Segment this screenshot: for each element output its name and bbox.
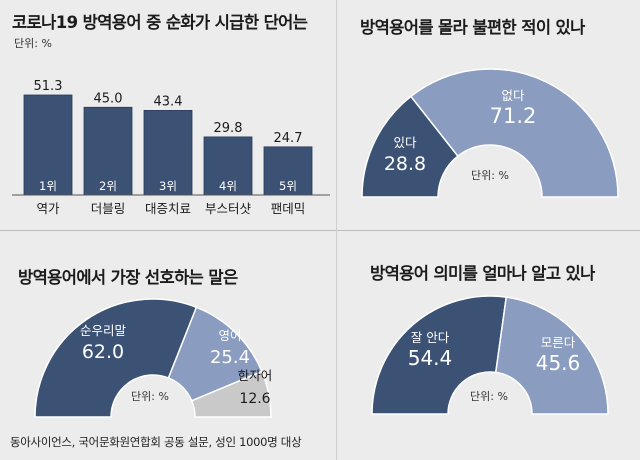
- vertical-divider: [336, 0, 337, 460]
- bar: [263, 146, 313, 196]
- bar-value-label: 43.4: [154, 94, 183, 109]
- bar-rank-label: 3위: [159, 179, 177, 193]
- donut-slice-value: 54.4: [408, 346, 453, 370]
- donut-slice-value: 28.8: [384, 153, 426, 175]
- source-footnote: 동아사이언스, 국어문화원연합회 공동 설문, 성인 1000명 대상: [10, 435, 302, 449]
- donut-slice: [409, 68, 619, 198]
- donut-1-title: 방역용어를 몰라 불편한 적이 있나: [360, 18, 585, 37]
- bar-rank-label: 2위: [99, 179, 117, 193]
- bar-chart-title: 코로나19 방역용어 중 순화가 시급한 단어는: [12, 13, 308, 32]
- bar: [203, 136, 253, 196]
- bar: [23, 94, 73, 196]
- bar-rank-label: 4위: [219, 179, 237, 193]
- donut-slice-label: 잘 안다: [411, 330, 450, 345]
- donut-slice-value: 71.2: [490, 104, 537, 128]
- bar-chart-unit: 단위: %: [14, 37, 52, 50]
- bar-category-label: 역가: [36, 201, 60, 216]
- horizontal-divider: [0, 230, 640, 231]
- donut-slice-label: 없다: [501, 88, 525, 103]
- donut-2-title: 방역용어에서 가장 선호하는 말은: [18, 268, 238, 287]
- donut-slice-value: 25.4: [210, 347, 250, 368]
- bar: [143, 109, 193, 196]
- donut-slice-label: 있다: [393, 135, 417, 150]
- donut-slice: [190, 370, 272, 418]
- donut-slice-value: 45.6: [536, 351, 581, 375]
- donut-slice: [361, 95, 459, 198]
- bar-rank-label: 5위: [279, 179, 297, 193]
- donut-slice-label: 순우리말: [80, 323, 127, 338]
- bar-value-label: 29.8: [214, 121, 243, 136]
- donut-slice: [494, 296, 609, 415]
- bar-category-label: 더블링: [91, 201, 126, 216]
- donut-slice-value: 12.6: [239, 391, 270, 407]
- bar-value-label: 45.0: [94, 91, 123, 106]
- donut-slice: [371, 295, 508, 415]
- bar-rank-label: 1위: [39, 179, 57, 193]
- bar-value-label: 51.3: [34, 79, 63, 94]
- donut-3-unit: 단위: %: [470, 390, 508, 403]
- bar-category-label: 대증치료: [145, 201, 191, 216]
- donut-slice: [34, 298, 198, 418]
- bar-category-label: 팬데믹: [271, 201, 306, 216]
- donut-1-unit: 단위: %: [471, 169, 509, 182]
- bar-value-label: 24.7: [274, 131, 303, 146]
- donut-3-title: 방역용어 의미를 얼마나 알고 있나: [370, 264, 595, 283]
- donut-2-unit: 단위: %: [131, 390, 169, 403]
- bar-category-label: 부스터샷: [205, 201, 252, 216]
- donut-slice-label: 모른다: [541, 335, 576, 350]
- donut-slice-label: 영어: [218, 328, 241, 343]
- donut-slice-label: 한자어: [238, 368, 273, 383]
- donut-slice-value: 62.0: [82, 341, 124, 363]
